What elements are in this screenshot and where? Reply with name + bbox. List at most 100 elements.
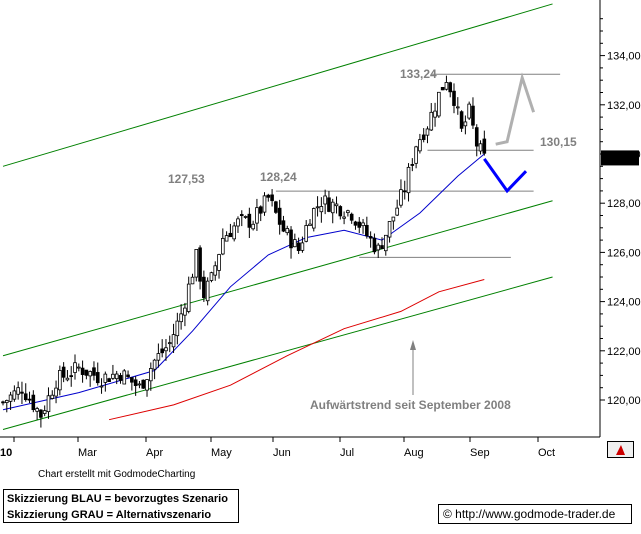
candle-body (459, 111, 464, 129)
x-tick-label: Apr (146, 447, 163, 459)
candle-body (421, 134, 426, 140)
candle-body (334, 203, 339, 207)
candle-body (58, 370, 62, 391)
candle-body (183, 307, 187, 316)
trend-channel (2, 3, 553, 431)
channel-line (2, 200, 553, 357)
candle-body (126, 374, 130, 378)
legend-line-gray: Skizzierung GRAU = Alternativszenario (7, 509, 212, 521)
y-axis: 120,00122,00124,00126,00128,00130,00132,… (599, 0, 641, 437)
candle-body (448, 82, 453, 93)
candle-body (471, 105, 475, 126)
candle-body (167, 342, 172, 345)
candle-body (39, 409, 43, 418)
candle-body (361, 222, 365, 227)
candle-body (414, 146, 418, 164)
candle-body (92, 367, 96, 376)
candle-body (380, 245, 384, 249)
source-url[interactable]: © http://www.godmode-trader.de (438, 504, 632, 524)
legend-line-blue: Skizzierung BLAU = bevorzugtes Szenario (7, 493, 228, 505)
candle-body (186, 283, 191, 312)
candle-body (349, 213, 354, 221)
candle-body (410, 164, 415, 166)
chart-labels: 133,24 130,15 128,24 127,53 Aufwärtstrend se… (168, 67, 577, 412)
candle-body (194, 249, 199, 278)
candle-body (122, 370, 127, 385)
candle-body (440, 86, 445, 91)
candle-body (406, 166, 411, 194)
candle-body (149, 368, 153, 382)
level-label: 128,24 (260, 170, 297, 184)
current-price-label: 129,82 (604, 153, 638, 165)
candle-body (217, 254, 221, 271)
channel-line (2, 276, 553, 431)
candle-body (130, 377, 134, 383)
candle-body (198, 247, 202, 282)
level-label: 130,15 (540, 135, 577, 149)
scenario-blue-path (483, 158, 528, 194)
candle-body (4, 400, 9, 403)
candle-body (482, 138, 487, 154)
scenario-gray-path (495, 72, 536, 146)
candle-body (304, 225, 308, 242)
y-tick-label: 126,00 (607, 247, 641, 259)
candle-body (285, 228, 290, 234)
candle-body (232, 225, 236, 240)
candle-body (80, 367, 85, 375)
candle-body (224, 235, 229, 242)
candle-body (209, 272, 214, 281)
scenario-legend: Skizzierung BLAU = bevorzugtes Szenario … (3, 489, 239, 523)
candle-body (308, 223, 312, 227)
candle-body (452, 90, 456, 106)
candle-body (152, 359, 157, 370)
x-tick-label: Mar (78, 447, 97, 459)
candle-body (383, 234, 388, 252)
candle-body (372, 237, 377, 253)
candle-body (289, 229, 293, 249)
level-label: 127,53 (168, 172, 205, 186)
candle-body (137, 383, 142, 386)
candle-body (243, 216, 248, 218)
candle-body (205, 280, 210, 302)
candle-body (376, 244, 381, 251)
candle-body (228, 232, 233, 238)
candle-body (463, 121, 468, 127)
candle-body (31, 394, 36, 411)
candle-body (213, 265, 218, 276)
candle-body (338, 206, 343, 217)
candle-body (77, 366, 81, 369)
candle-body (262, 195, 267, 213)
candle-body (311, 208, 316, 229)
candle-body (118, 375, 123, 381)
candle-body (54, 387, 58, 397)
candle-body (437, 91, 441, 117)
candle-body (95, 372, 100, 384)
candle-body (179, 313, 183, 323)
y-tick-label: 132,00 (607, 100, 641, 112)
candle-body (1, 401, 5, 404)
candle-body (474, 127, 479, 147)
candle-body (114, 373, 119, 380)
candle-body (145, 379, 149, 391)
candle-body (387, 221, 392, 238)
candle-body (402, 190, 407, 193)
candle-body (270, 194, 274, 202)
candle-body (399, 189, 403, 206)
candle-body (221, 237, 225, 255)
y-tick-label: 124,00 (607, 297, 641, 309)
candle-body (357, 221, 362, 228)
y-tick-label: 128,00 (607, 198, 641, 210)
candle-body (342, 216, 346, 219)
scenarios (483, 72, 536, 194)
candle-body (433, 110, 437, 118)
candle-body (61, 366, 66, 378)
chart-corner-button[interactable] (607, 441, 634, 458)
candle-body (455, 106, 460, 109)
candle-body (395, 207, 399, 216)
candle-body (190, 276, 195, 285)
candle-body (444, 82, 449, 90)
candle-body (69, 375, 74, 378)
candle-body (277, 207, 282, 225)
candle-body (346, 210, 350, 214)
